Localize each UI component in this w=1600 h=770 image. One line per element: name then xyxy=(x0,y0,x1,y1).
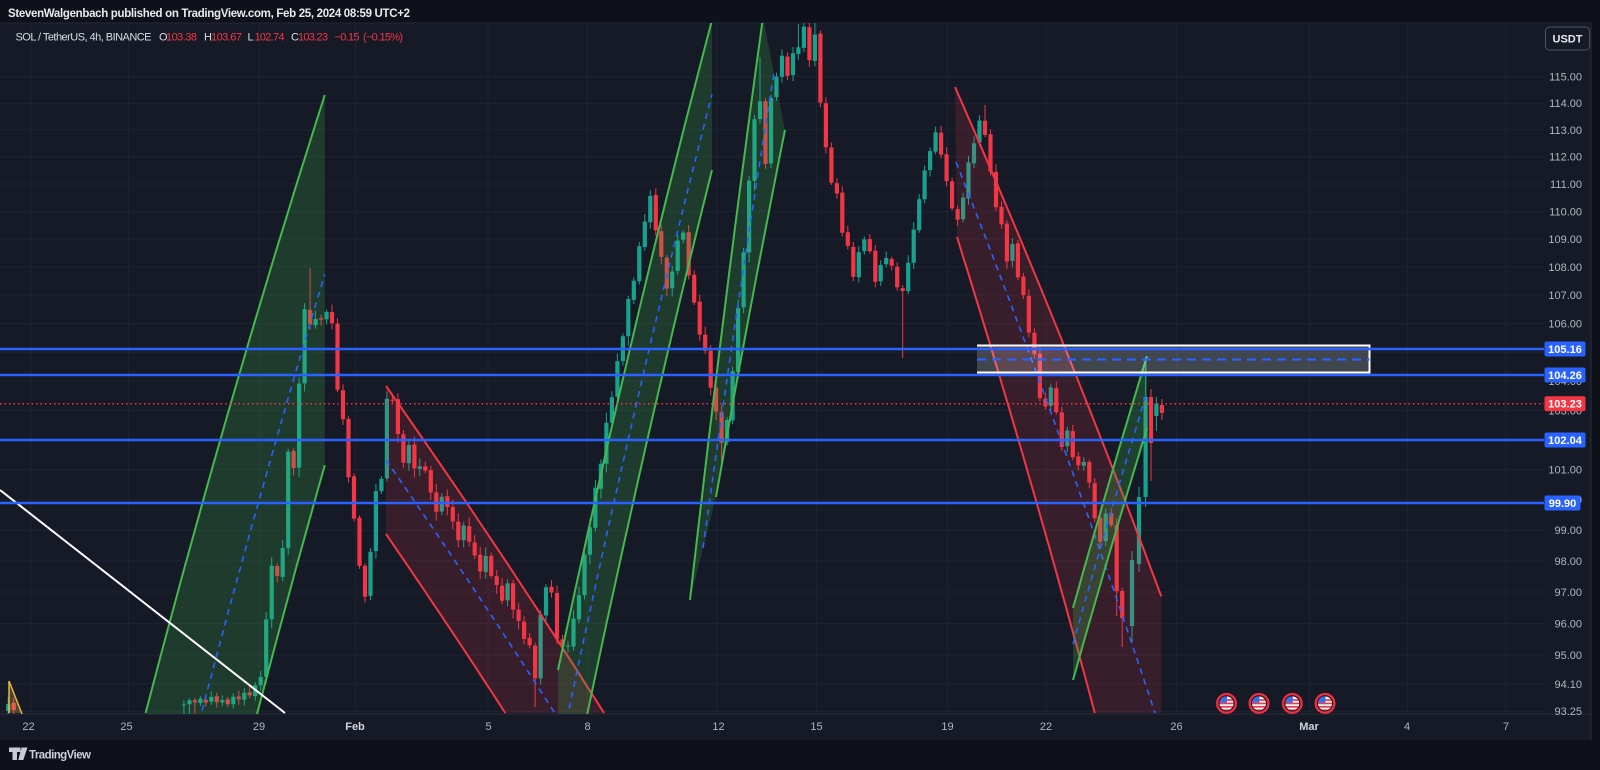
svg-text:Feb: Feb xyxy=(345,721,365,733)
svg-text:12: 12 xyxy=(712,721,724,733)
svg-text:5: 5 xyxy=(485,721,491,733)
svg-text:96.00: 96.00 xyxy=(1554,618,1582,630)
svg-text:115.00: 115.00 xyxy=(1549,72,1582,84)
svg-text:TradingView: TradingView xyxy=(29,750,91,762)
svg-text:4: 4 xyxy=(1404,721,1410,733)
svg-text:113.00: 113.00 xyxy=(1549,125,1582,137)
svg-text:USDT: USDT xyxy=(1553,34,1583,46)
svg-text:22: 22 xyxy=(22,721,34,733)
svg-text:StevenWalgenbach published on: StevenWalgenbach published on TradingVie… xyxy=(8,8,410,20)
svg-text:109.00: 109.00 xyxy=(1548,234,1582,246)
svg-text:O: O xyxy=(159,32,168,44)
svg-text:(−0.15%): (−0.15%) xyxy=(363,32,403,44)
svg-text:26: 26 xyxy=(1170,721,1182,733)
svg-text:98.00: 98.00 xyxy=(1554,556,1582,568)
svg-text:97.00: 97.00 xyxy=(1554,587,1582,599)
svg-text:104.26: 104.26 xyxy=(1548,370,1582,382)
svg-text:25: 25 xyxy=(120,721,132,733)
svg-text:107.00: 107.00 xyxy=(1548,290,1582,302)
svg-text:114.00: 114.00 xyxy=(1549,98,1582,110)
svg-text:106.00: 106.00 xyxy=(1548,318,1582,330)
svg-text:94.10: 94.10 xyxy=(1554,679,1582,691)
svg-text:95.00: 95.00 xyxy=(1554,650,1582,662)
svg-text:H: H xyxy=(204,32,212,44)
svg-text:102.04: 102.04 xyxy=(1548,435,1583,447)
svg-text:L: L xyxy=(248,32,254,44)
svg-text:99.90: 99.90 xyxy=(1549,498,1577,510)
svg-text:−0.15: −0.15 xyxy=(335,32,360,44)
svg-text:101.00: 101.00 xyxy=(1548,465,1582,477)
svg-text:15: 15 xyxy=(810,721,822,733)
svg-text:99.00: 99.00 xyxy=(1554,525,1582,537)
svg-text:108.00: 108.00 xyxy=(1548,262,1582,274)
svg-text:7: 7 xyxy=(1503,721,1509,733)
svg-text:93.25: 93.25 xyxy=(1554,706,1582,718)
svg-text:103.38: 103.38 xyxy=(166,32,197,44)
svg-text:29: 29 xyxy=(253,721,265,733)
svg-text:Mar: Mar xyxy=(1299,721,1319,733)
svg-text:105.16: 105.16 xyxy=(1548,344,1582,356)
svg-text:112.00: 112.00 xyxy=(1549,152,1582,164)
svg-text:103.67: 103.67 xyxy=(211,32,242,44)
svg-text:110.00: 110.00 xyxy=(1549,206,1582,218)
svg-text:19: 19 xyxy=(941,721,953,733)
svg-text:103.23: 103.23 xyxy=(1548,399,1582,411)
svg-text:103.23: 103.23 xyxy=(298,32,328,44)
svg-text:111.00: 111.00 xyxy=(1550,179,1582,191)
svg-text:C: C xyxy=(291,32,299,44)
svg-text:8: 8 xyxy=(584,721,590,733)
svg-text:22: 22 xyxy=(1040,721,1052,733)
svg-text:102.74: 102.74 xyxy=(255,32,285,44)
svg-text:SOL / TetherUS, 4h, BINANCE: SOL / TetherUS, 4h, BINANCE xyxy=(16,32,152,44)
